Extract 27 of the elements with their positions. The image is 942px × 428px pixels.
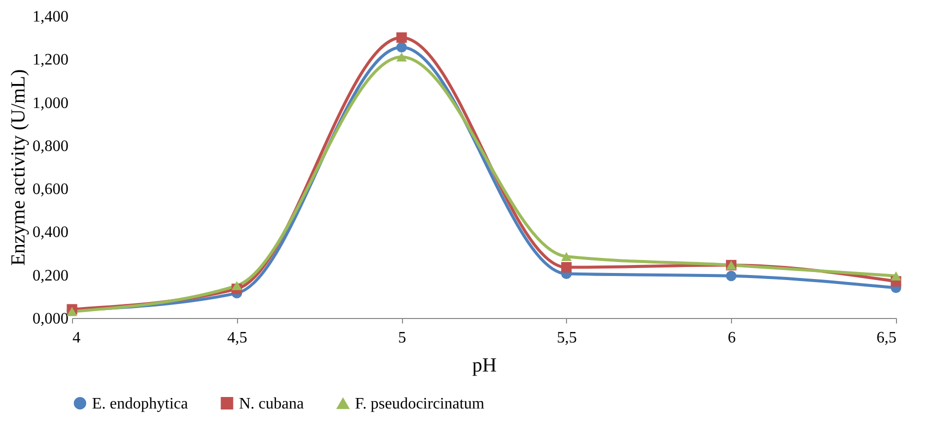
y-tick-label: 1,400: [32, 8, 68, 26]
legend-label: F. pseudocircinatum: [355, 396, 485, 412]
y-tick-label: 1,000: [32, 94, 68, 112]
point: [396, 42, 407, 53]
x-axis-title: pH: [472, 354, 497, 376]
legend-label: E. endophytica: [92, 395, 188, 412]
y-tick-label: 0,400: [32, 224, 68, 242]
x-tick-label: 6,5: [876, 330, 896, 346]
x-tick-label: 6: [728, 330, 736, 346]
x-tick-label: 5: [398, 330, 406, 346]
point: [232, 281, 242, 290]
y-tick-label: 0,800: [32, 138, 68, 155]
y-tick-label: 0,000: [32, 310, 68, 328]
point: [396, 32, 407, 43]
legend-label: N. cubana: [239, 395, 304, 412]
y-tick-label: 0,200: [32, 267, 68, 284]
y-tick-label: 0,600: [32, 181, 68, 198]
x-tick-label: 4: [72, 330, 80, 346]
point: [726, 270, 736, 282]
point: [561, 262, 572, 273]
point: [890, 271, 902, 280]
y-tick-label: 1,200: [32, 52, 68, 69]
x-tick-label: 4,5: [227, 330, 248, 346]
x-tick-label: 5,5: [556, 330, 577, 346]
point: [561, 252, 572, 262]
point: [396, 52, 407, 62]
y-axis-title: Enzyme activity (U/mL): [8, 69, 30, 266]
